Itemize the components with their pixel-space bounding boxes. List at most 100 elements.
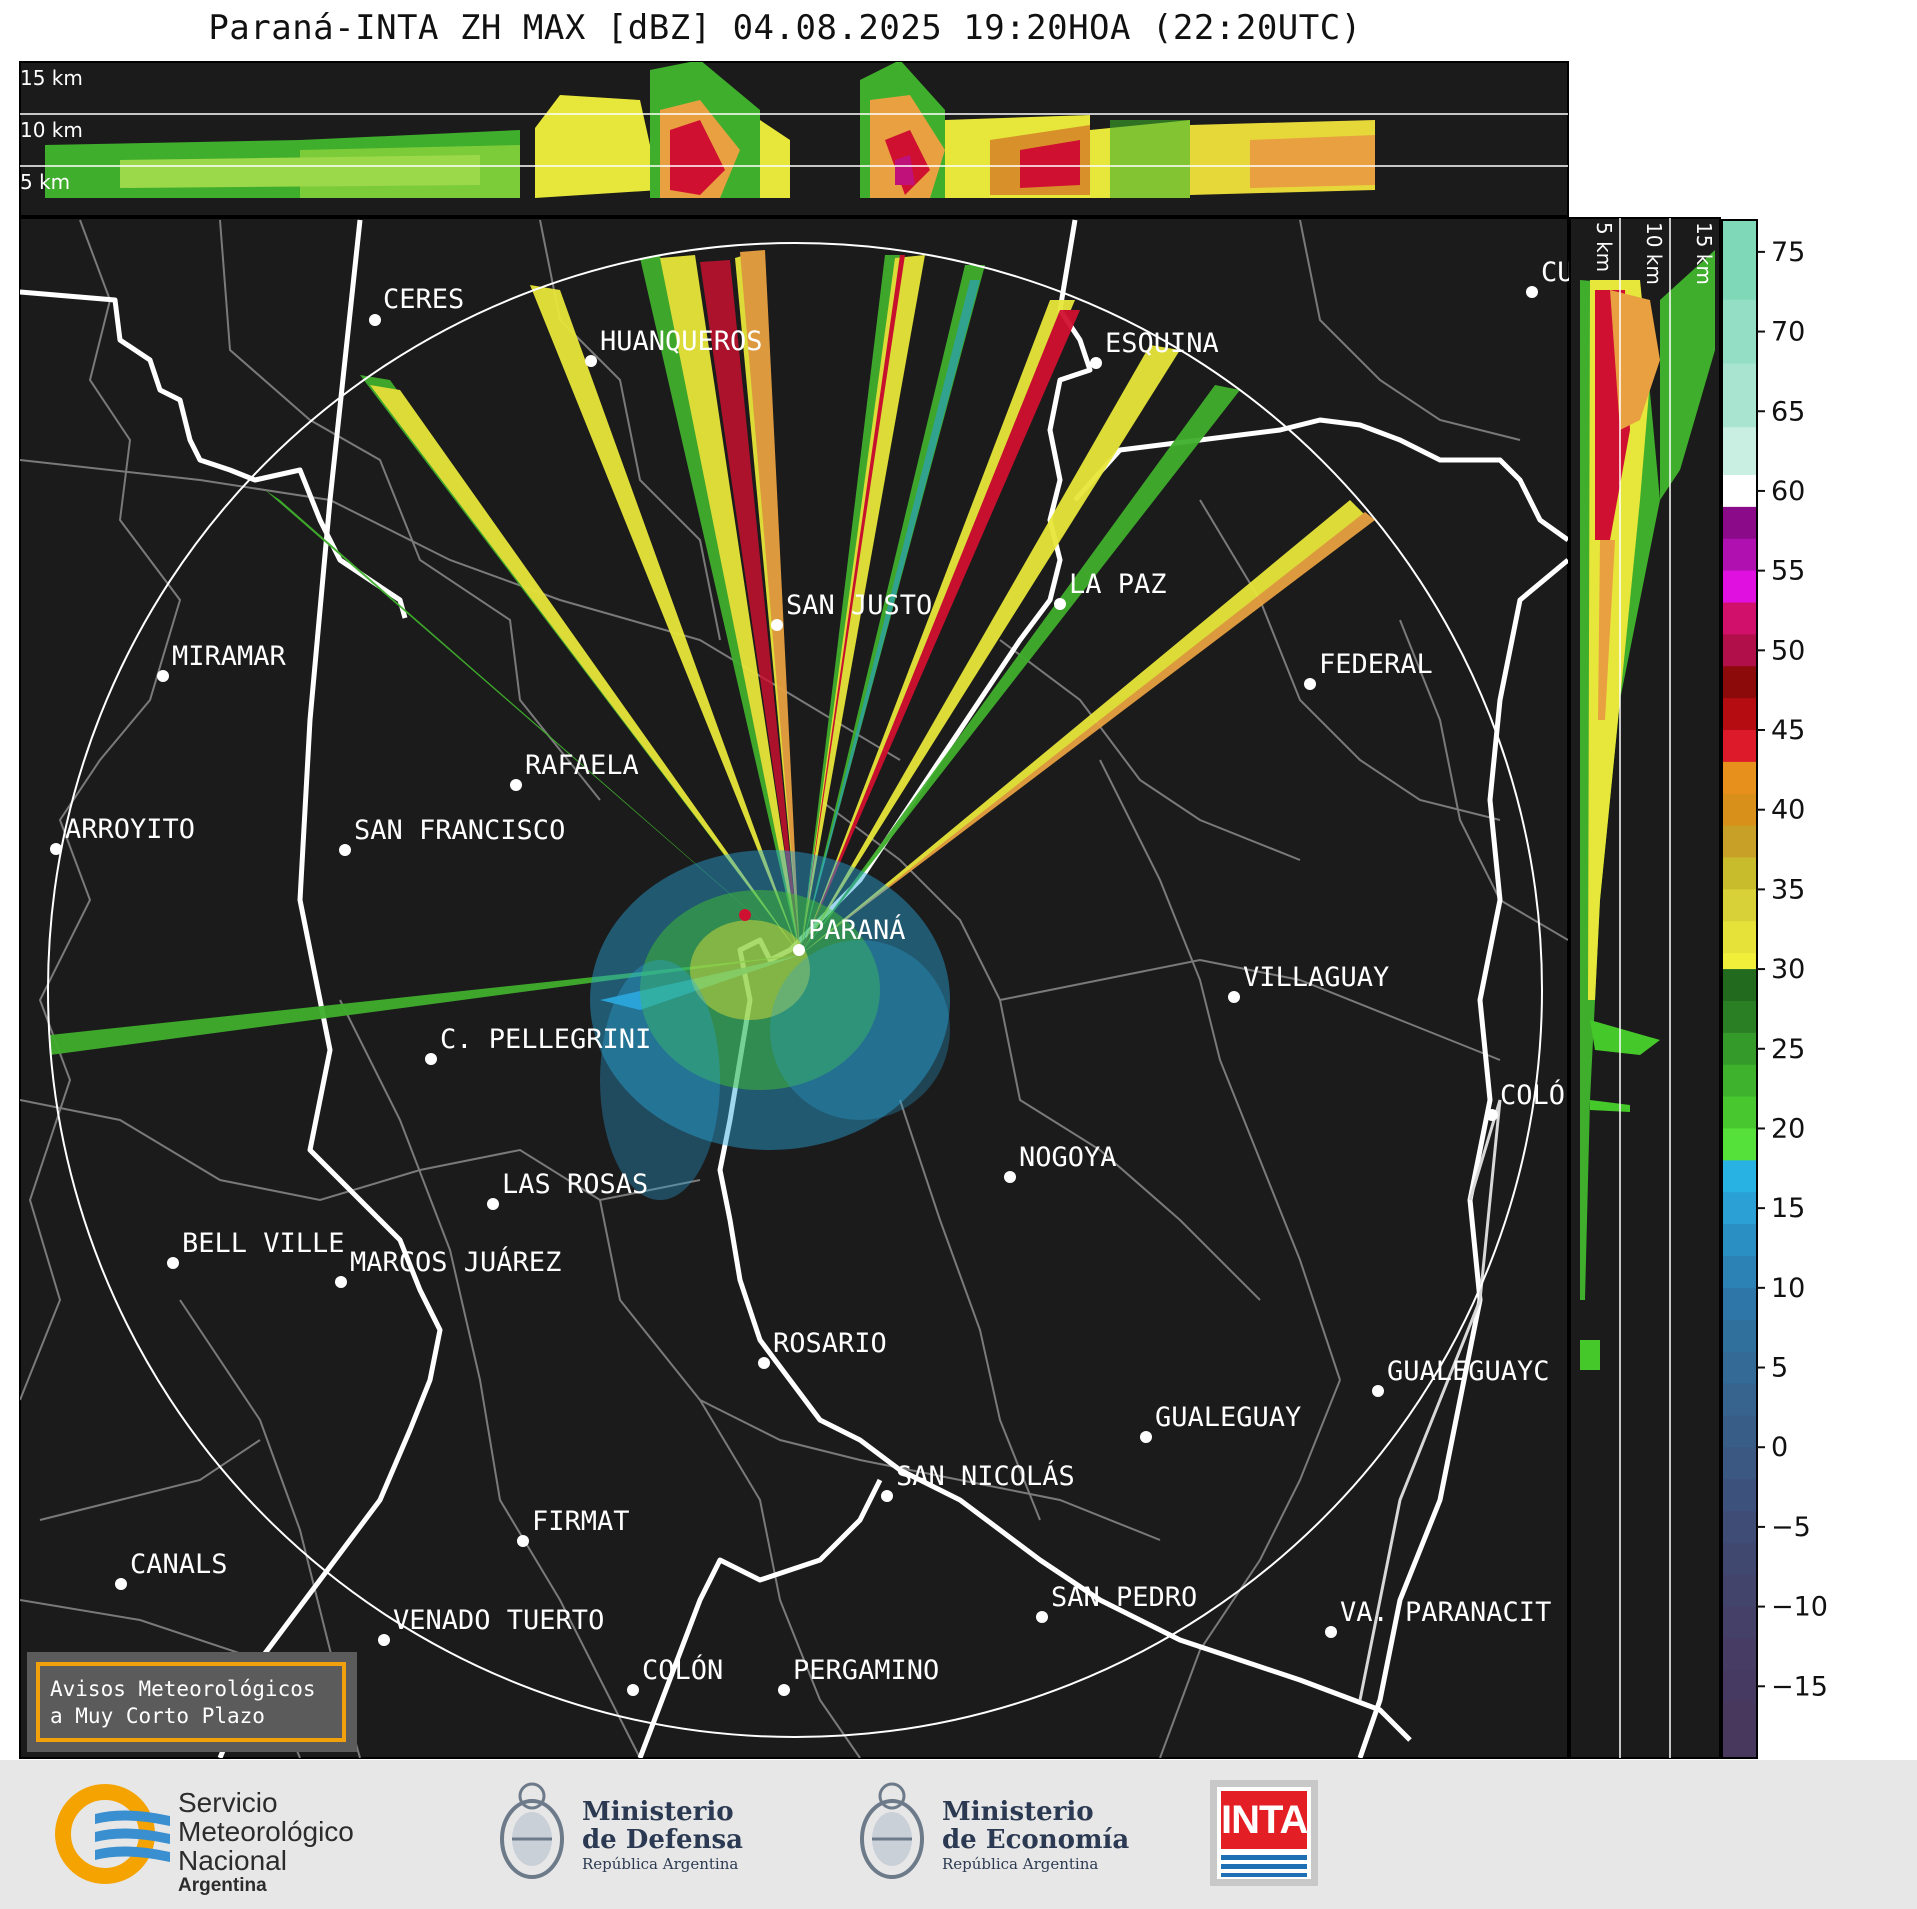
colorbar-band <box>1722 1542 1757 1576</box>
colorbar-tick-label: 30 <box>1771 954 1805 985</box>
colorbar-tick-label: 20 <box>1771 1113 1805 1144</box>
colorbar-band <box>1722 825 1757 859</box>
colorbar-band <box>1722 475 1757 508</box>
colorbar-band <box>1722 1447 1757 1480</box>
colorbar-band <box>1722 921 1757 954</box>
city-label: ROSARIO <box>773 1328 887 1359</box>
colorbar-tick-label: 45 <box>1771 715 1805 746</box>
city-label: RAFAELA <box>525 750 639 781</box>
colorbar-band <box>1722 1383 1757 1416</box>
side-height-panel: 5 km 10 km 15 km <box>1569 217 1721 1759</box>
colorbar-band <box>1722 602 1757 635</box>
colorbar-band <box>1722 793 1757 827</box>
colorbar-tick-label: 25 <box>1771 1034 1805 1065</box>
colorbar-tick-label: 50 <box>1771 635 1805 666</box>
top-panel-label-5km: 5 km <box>20 170 70 194</box>
colorbar-band <box>1722 666 1757 699</box>
colorbar-band <box>1722 1287 1757 1321</box>
colorbar-band <box>1722 761 1757 795</box>
city-label: PERGAMINO <box>793 1655 939 1686</box>
city-label: VENADO TUERTO <box>393 1605 604 1636</box>
colorbar-tick-label: 15 <box>1771 1193 1805 1224</box>
city-label: FEDERAL <box>1319 649 1433 680</box>
colorbar-band <box>1722 1000 1757 1034</box>
radar-map[interactable]: CERES HUANQUEROS ESQUINA CU SAN JUSTO LA… <box>19 217 1574 1759</box>
top-height-panel: 15 km 10 km 5 km <box>19 61 1569 217</box>
ministerio-defensa: Ministerio de Defensa República Argentin… <box>582 1797 743 1873</box>
city-label: PARANÁ <box>808 914 906 946</box>
colorbar-tick-label: 55 <box>1771 556 1805 587</box>
city-label: MIRAMAR <box>172 641 287 672</box>
side-panel-label-10km: 10 km <box>1642 222 1666 285</box>
city-label: SAN FRANCISCO <box>354 815 565 846</box>
notice-line-2: a Muy Corto Plazo <box>50 1704 265 1728</box>
top-panel-label-10km: 10 km <box>20 118 83 142</box>
colorbar-tick-label: 75 <box>1771 237 1805 268</box>
city-label: NOGOYA <box>1019 1142 1117 1173</box>
colorbar-tick-label: 10 <box>1771 1273 1805 1304</box>
notice-line-1: Avisos Meteorológicos <box>50 1677 316 1701</box>
colorbar-tick-label: 5 <box>1771 1353 1788 1384</box>
map-title: Paraná-INTA ZH MAX [dBZ] 04.08.2025 19:2… <box>208 8 1362 48</box>
colorbar-band <box>1722 889 1757 922</box>
city-label: FIRMAT <box>532 1506 630 1537</box>
colorbar-band <box>1722 730 1757 763</box>
city-label: COLÓ <box>1500 1079 1565 1111</box>
colorbar-tick-label: 65 <box>1771 396 1805 427</box>
colorbar-tick-label: −10 <box>1771 1592 1828 1623</box>
city-label: CANALS <box>130 1549 228 1580</box>
colorbar-band <box>1722 1032 1757 1066</box>
colorbar-band <box>1722 570 1757 604</box>
colorbar-band <box>1722 427 1757 476</box>
city-label: MARCOS JUÁREZ <box>350 1246 561 1278</box>
colorbar-band <box>1722 363 1757 428</box>
colorbar-tick-label: −5 <box>1771 1512 1811 1543</box>
city-label: SAN NICOLÁS <box>896 1460 1075 1492</box>
footer: Servicio Meteorológico Nacional Argentin… <box>0 1760 1917 1909</box>
ministerio-economia: Ministerio de Economía República Argenti… <box>942 1797 1130 1873</box>
colorbar-band <box>1722 1255 1757 1289</box>
colorbar-band <box>1722 538 1757 572</box>
city-label: SAN PEDRO <box>1051 1582 1197 1613</box>
colorbar-band <box>1722 857 1757 890</box>
city-label: VA. PARANACIT <box>1340 1597 1551 1628</box>
colorbar-band <box>1722 1096 1757 1129</box>
colorbar-band <box>1722 299 1757 364</box>
top-panel-label-15km: 15 km <box>20 66 83 90</box>
colorbar-band <box>1722 1319 1757 1353</box>
city-label: CERES <box>383 284 464 315</box>
colorbar-band <box>1722 1351 1757 1384</box>
city-label: HUANQUEROS <box>600 326 763 357</box>
city-label: SAN JUSTO <box>786 590 932 621</box>
colorbar-band <box>1722 1606 1757 1639</box>
city-label: LA PAZ <box>1069 569 1167 600</box>
city-label: ESQUINA <box>1105 328 1219 359</box>
colorbar-band <box>1722 1702 1757 1759</box>
colorbar-band <box>1722 634 1757 667</box>
colorbar-tick-label: 35 <box>1771 874 1805 905</box>
city-label: BELL VILLE <box>182 1228 345 1259</box>
colorbar-tick-label: 70 <box>1771 317 1805 348</box>
city-label: GUALEGUAYC <box>1387 1356 1550 1387</box>
smn-name: Servicio Meteorológico Nacional Argentin… <box>178 1787 354 1896</box>
city-label: COLÓN <box>642 1654 723 1686</box>
colorbar-band <box>1722 1064 1757 1098</box>
colorbar-band <box>1722 506 1757 540</box>
colorbar-band <box>1722 1192 1757 1225</box>
colorbar-band <box>1722 220 1757 301</box>
colorbar-band <box>1722 1160 1757 1193</box>
smn-logo <box>55 1784 175 1884</box>
colorbar-band <box>1722 1670 1757 1703</box>
colorbar-band <box>1722 1415 1757 1448</box>
colorbar-band <box>1722 1128 1757 1161</box>
colorbar-band <box>1722 1638 1757 1671</box>
inta-logo: INTA <box>1210 1780 1318 1886</box>
colorbar-tick-label: 60 <box>1771 476 1805 507</box>
colorbar-band <box>1722 1224 1757 1257</box>
argentina-coat-of-arms-icon <box>495 1774 570 1894</box>
colorbar-band <box>1722 1510 1757 1544</box>
short-term-warnings-box: Avisos Meteorológicos a Muy Corto Plazo <box>27 1652 357 1752</box>
colorbar-band <box>1722 969 1757 1002</box>
colorbar-tick-label: −15 <box>1771 1671 1828 1702</box>
